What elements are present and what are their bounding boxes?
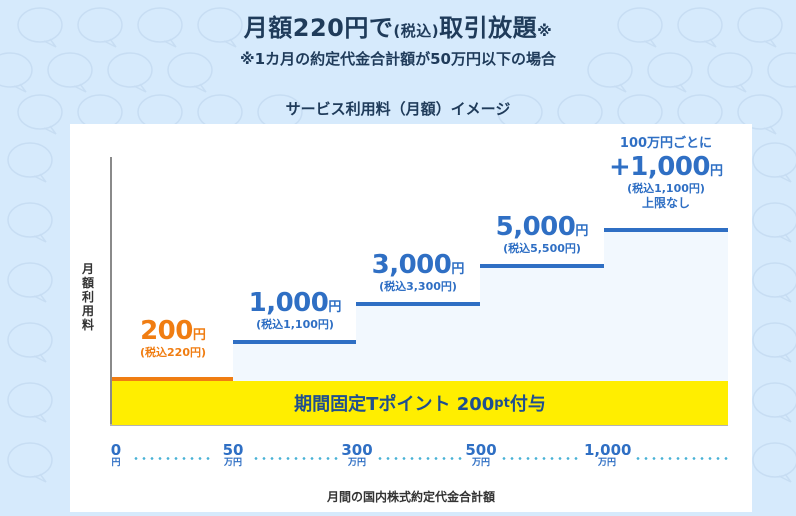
x-axis-dots-2	[252, 457, 338, 460]
tier-price-2: 1,000円 (税込1,100円)	[248, 288, 342, 331]
subtitle-condition: ※1カ月の約定代金合計額が50万円以下の場合	[240, 50, 556, 68]
x-tick-300: 300 万円	[341, 441, 373, 468]
x-axis-line	[110, 424, 728, 426]
title-main: 月額220円で	[243, 14, 394, 42]
y-axis-line	[110, 157, 112, 426]
title-asterisk: ※	[537, 22, 553, 40]
tier-fill-3	[356, 306, 480, 381]
x-tick-1000: 1,000 万円	[584, 441, 632, 468]
x-tick-500: 500 万円	[465, 441, 497, 468]
tier-fill-5	[604, 232, 728, 381]
title-rest: 取引放題	[439, 14, 538, 42]
tier-price-4: 5,000円 (税込5,500円)	[495, 212, 589, 255]
tier-fill-4	[480, 268, 604, 381]
chart-title: サービス利用料（月額）イメージ	[285, 100, 511, 118]
x-axis-dots-4	[500, 457, 582, 460]
x-axis-label: 月間の国内株式約定代金合計額	[326, 490, 495, 504]
tier-price-1: 200円 (税込220円)	[139, 316, 207, 359]
page-title: 月額220円で(税込)取引放題※	[0, 8, 796, 43]
tier-step-5	[604, 228, 728, 232]
x-tick-50: 50 万円	[222, 441, 244, 468]
tier-price-5: 100万円ごとに +1,000円 (税込1,100円) 上限なし	[608, 136, 724, 210]
tpoint-band: 期間固定Tポイント 200 pt 付与	[112, 381, 728, 425]
tier-step-1	[112, 377, 233, 381]
tier-step-2	[233, 340, 356, 344]
y-axis-label: 月 額 利 用 料	[81, 262, 94, 332]
tier-step-3	[356, 302, 480, 306]
tier-price-3: 3,000円 (税込3,300円)	[371, 250, 465, 293]
tier-fill-2	[233, 344, 356, 381]
x-axis-dots-1	[132, 457, 214, 460]
title-tax-note: (税込)	[393, 22, 440, 40]
x-axis-dots-3	[376, 457, 462, 460]
tier-step-4	[480, 264, 604, 268]
x-axis-dots-5	[634, 457, 728, 460]
x-tick-0: 0 円	[110, 441, 122, 468]
